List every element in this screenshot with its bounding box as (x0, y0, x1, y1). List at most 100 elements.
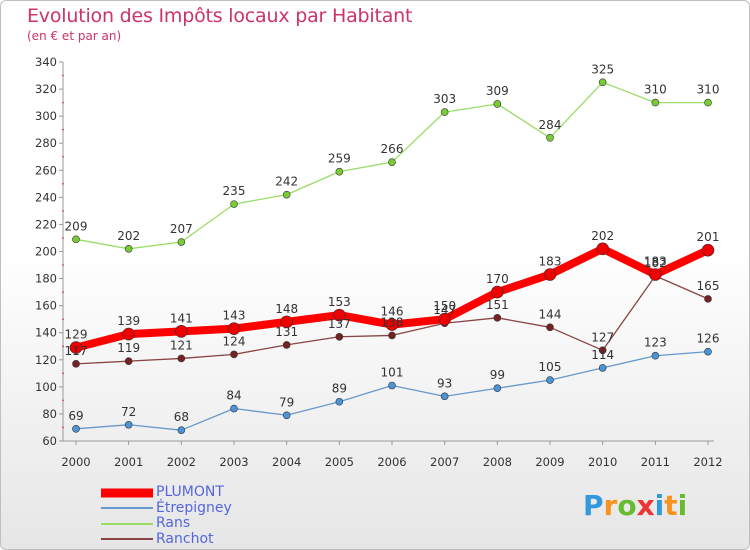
data-point (122, 327, 135, 341)
data-label: 153 (328, 295, 351, 309)
chart-title: Evolution des Impôts locaux par Habitant (27, 5, 413, 27)
x-tick-label: 2008 (483, 455, 512, 469)
x-tick-label: 2000 (61, 455, 90, 469)
data-label: 138 (381, 315, 404, 329)
data-point (440, 392, 449, 401)
data-label: 183 (644, 255, 667, 269)
logo-letter: i (677, 489, 688, 522)
y-minor-tick (62, 345, 64, 348)
data-label: 99 (490, 368, 505, 382)
y-minor-tick (62, 399, 64, 402)
x-tick-label: 2004 (272, 455, 301, 469)
legend-label: PLUMONT (156, 484, 224, 500)
y-tick-label: 240 (35, 190, 57, 204)
data-point (388, 381, 396, 390)
logo-letter: o (617, 489, 637, 522)
data-label: 151 (486, 298, 509, 312)
x-tick-label: 2006 (377, 455, 406, 469)
data-point (177, 354, 186, 363)
data-label: 183 (539, 255, 562, 269)
data-point (335, 167, 344, 176)
y-tick-label: 260 (35, 163, 57, 177)
y-tick-label: 220 (35, 217, 57, 231)
data-label: 170 (486, 272, 509, 286)
data-label: 209 (65, 219, 88, 233)
data-point (385, 318, 399, 331)
data-point (282, 411, 291, 420)
y-minor-tick (62, 291, 64, 294)
data-point (598, 364, 607, 372)
data-point (72, 425, 80, 433)
data-label: 202 (591, 229, 614, 243)
proxiti-logo: Proxiti (583, 489, 687, 522)
data-label: 89 (332, 382, 347, 396)
data-label: 72 (121, 405, 136, 419)
logo-letter: t (664, 489, 678, 522)
logo-letter: i (654, 489, 665, 522)
data-point (493, 384, 502, 393)
logo-letter: r (603, 489, 618, 522)
legend-label: Rans (156, 515, 191, 531)
data-label: 207 (170, 222, 193, 236)
data-point (335, 397, 344, 406)
data-label: 121 (170, 338, 193, 352)
data-point (335, 332, 344, 341)
data-point (282, 341, 291, 349)
x-tick-label: 2011 (641, 455, 670, 469)
data-point (124, 244, 133, 253)
chart-subtitle: (en € et par an) (27, 29, 122, 43)
data-point (651, 98, 660, 107)
data-point (230, 200, 238, 208)
data-label: 126 (697, 332, 720, 346)
data-label: 119 (117, 341, 140, 355)
y-tick-label: 300 (35, 109, 57, 123)
x-tick-label: 2007 (430, 455, 459, 469)
data-label: 303 (433, 92, 456, 106)
data-point (546, 323, 554, 332)
x-tick-label: 2010 (588, 455, 617, 469)
data-point (543, 268, 557, 281)
y-tick-label: 200 (35, 245, 57, 259)
legend-label: Ranchot (156, 530, 214, 547)
data-point (596, 242, 609, 256)
data-label: 114 (591, 348, 614, 362)
data-point (704, 295, 712, 303)
data-point (546, 376, 554, 384)
series-line-étrepigney (75, 351, 709, 431)
data-point (546, 134, 554, 142)
data-label: 147 (433, 303, 456, 317)
y-tick-label: 340 (35, 55, 57, 69)
data-label: 131 (275, 325, 298, 339)
data-point (177, 426, 186, 434)
y-minor-tick (62, 426, 64, 429)
x-tick-label: 2012 (693, 455, 722, 469)
data-label: 284 (539, 118, 562, 132)
y-minor-tick (62, 128, 64, 131)
x-tick-label: 2001 (114, 455, 143, 469)
data-point (282, 190, 291, 199)
legend-swatch (101, 522, 153, 525)
data-point (72, 360, 80, 368)
data-point (227, 322, 241, 335)
y-tick-label: 280 (35, 136, 57, 150)
data-label: 202 (117, 229, 140, 243)
data-point (704, 98, 712, 107)
data-point (438, 312, 451, 326)
data-label: 101 (381, 366, 404, 380)
data-point (69, 341, 83, 354)
logo-letter: P (583, 489, 604, 522)
y-tick-label: 160 (35, 299, 57, 313)
data-label: 84 (226, 389, 241, 403)
y-minor-tick (62, 182, 64, 185)
data-point (175, 325, 188, 338)
data-label: 69 (68, 409, 83, 423)
data-label: 117 (65, 344, 88, 358)
data-label: 79 (279, 395, 294, 409)
data-point (651, 351, 660, 360)
legend-swatch (101, 538, 153, 541)
x-tick-label: 2002 (167, 455, 196, 469)
data-label: 127 (591, 330, 614, 344)
data-label: 148 (275, 302, 298, 316)
data-label: 93 (437, 376, 452, 390)
data-point (440, 108, 449, 116)
